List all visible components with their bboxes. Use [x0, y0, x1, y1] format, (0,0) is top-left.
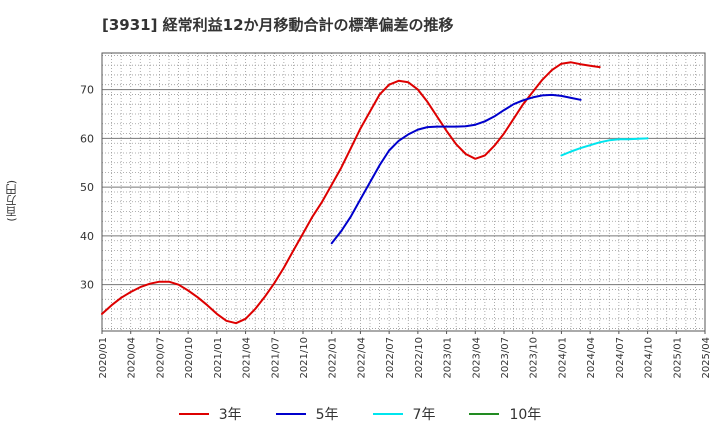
legend-label: 5年 — [315, 407, 339, 423]
x-tick-label: 2023/07 — [500, 337, 511, 379]
x-tick-label: 2023/01 — [443, 337, 454, 379]
x-tick-label: 2022/10 — [414, 337, 425, 379]
x-tick-label: 2021/07 — [270, 337, 281, 379]
x-tick-label: 2022/01 — [328, 337, 339, 379]
x-tick-label: 2020/07 — [155, 337, 166, 379]
y-tick-label: 60 — [80, 132, 94, 145]
y-tick-label: 40 — [80, 230, 94, 243]
legend-swatch — [372, 413, 403, 415]
x-tick-label: 2024/01 — [557, 337, 568, 379]
legend-item: 3年 — [178, 404, 242, 424]
y-tick-label: 30 — [80, 279, 94, 292]
y-tick-label: 70 — [80, 84, 94, 97]
legend-label: 3年 — [218, 407, 242, 423]
x-tick-label: 2025/04 — [701, 337, 712, 379]
x-tick-label: 2024/04 — [586, 337, 597, 379]
x-tick-label: 2020/10 — [184, 337, 195, 379]
y-tick-label: 50 — [80, 181, 94, 194]
x-tick-label: 2023/04 — [471, 337, 482, 379]
x-tick-label: 2021/10 — [299, 337, 310, 379]
legend-item: 5年 — [275, 404, 339, 424]
x-tick-label: 2021/01 — [213, 337, 224, 379]
series-line-3年 — [101, 61, 601, 325]
legend-swatch — [469, 413, 500, 415]
x-tick-label: 2021/04 — [242, 337, 253, 379]
x-tick-label: 2024/10 — [644, 337, 655, 379]
legend-item: 10年 — [469, 404, 541, 424]
plot-frame — [101, 52, 706, 332]
chart-legend: 3年 5年 7年 10年 — [0, 404, 720, 424]
legend-swatch — [275, 413, 306, 415]
legend-label: 7年 — [412, 407, 436, 423]
series-line-7年 — [560, 137, 649, 157]
x-tick-label: 2020/04 — [127, 337, 138, 379]
x-tick-label: 2025/01 — [672, 337, 683, 379]
x-tick-label: 2024/07 — [615, 337, 626, 379]
legend-label: 10年 — [509, 407, 542, 423]
legend-swatch — [178, 413, 209, 415]
x-tick-label: 2023/10 — [529, 337, 540, 379]
x-tick-label: 2022/04 — [356, 337, 367, 379]
x-tick-label: 2022/07 — [385, 337, 396, 379]
series-line-5年 — [330, 93, 582, 245]
chart-title: [3931] 経常利益12か月移動合計の標準偏差の推移 — [102, 16, 454, 34]
legend-item: 7年 — [372, 404, 436, 424]
x-tick-label: 2020/01 — [98, 337, 109, 379]
